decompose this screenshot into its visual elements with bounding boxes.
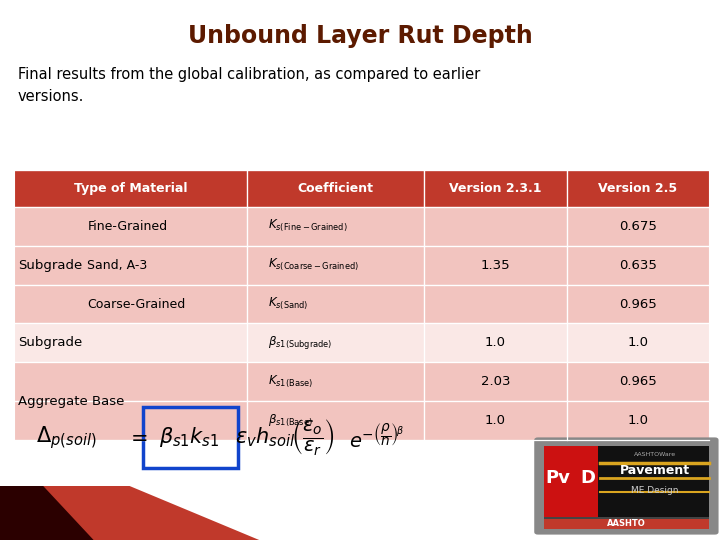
Text: 1.0: 1.0 — [628, 336, 649, 349]
Text: 1.0: 1.0 — [628, 414, 649, 427]
Text: AASHTOWare: AASHTOWare — [634, 451, 675, 457]
Bar — [14, 207, 247, 246]
Text: Version 2.5: Version 2.5 — [598, 182, 678, 195]
Bar — [424, 323, 567, 362]
Bar — [567, 401, 709, 440]
Text: $\Delta_{p(soil)}$: $\Delta_{p(soil)}$ — [36, 424, 96, 451]
Text: $\beta_{s1\mathregular{(Base)}}$: $\beta_{s1\mathregular{(Base)}}$ — [269, 413, 313, 429]
Bar — [247, 207, 424, 246]
Bar — [14, 323, 247, 362]
Bar — [544, 446, 598, 517]
Text: Aggregate Base: Aggregate Base — [18, 395, 125, 408]
Text: $\beta_{s1}k_{s1}$: $\beta_{s1}k_{s1}$ — [159, 426, 220, 449]
Text: $K_{s\mathregular{(Sand)}}$: $K_{s\mathregular{(Sand)}}$ — [269, 296, 309, 312]
Bar — [247, 323, 424, 362]
Bar — [424, 285, 567, 323]
Bar — [247, 285, 424, 323]
Text: Fine-Grained: Fine-Grained — [87, 220, 168, 233]
Text: Pv: Pv — [545, 469, 570, 487]
Text: $\left(\dfrac{\varepsilon_{o}}{\varepsilon_{r}}\right)$: $\left(\dfrac{\varepsilon_{o}}{\varepsil… — [291, 417, 336, 457]
Bar — [424, 170, 567, 207]
Bar — [247, 362, 424, 401]
Bar — [567, 323, 709, 362]
Text: $\beta_{s1\mathregular{(Subgrade)}}$: $\beta_{s1\mathregular{(Subgrade)}}$ — [269, 334, 333, 352]
Text: 0.675: 0.675 — [619, 220, 657, 233]
Text: Unbound Layer Rut Depth: Unbound Layer Rut Depth — [188, 24, 532, 48]
Bar — [14, 401, 247, 440]
Text: 0.635: 0.635 — [619, 259, 657, 272]
Bar — [424, 362, 567, 401]
Polygon shape — [0, 486, 94, 540]
Bar — [424, 207, 567, 246]
Bar — [567, 246, 709, 285]
Polygon shape — [0, 486, 259, 540]
Bar — [247, 401, 424, 440]
Text: Type of Material: Type of Material — [74, 182, 187, 195]
Bar — [544, 446, 709, 519]
Text: $\varepsilon_{v}h_{soil}$: $\varepsilon_{v}h_{soil}$ — [235, 426, 296, 449]
Bar — [247, 246, 424, 285]
Text: Coefficient: Coefficient — [298, 182, 374, 195]
Text: 1.0: 1.0 — [485, 414, 506, 427]
Text: $e^{-\left(\dfrac{\rho}{n}\right)^{\!\beta}}$: $e^{-\left(\dfrac{\rho}{n}\right)^{\!\be… — [349, 423, 405, 451]
Text: 1.35: 1.35 — [481, 259, 510, 272]
FancyBboxPatch shape — [534, 437, 719, 535]
Text: versions.: versions. — [18, 89, 84, 104]
Bar — [14, 362, 247, 401]
Text: Pavement: Pavement — [619, 464, 690, 477]
Text: Subgrade: Subgrade — [18, 259, 82, 272]
Text: D: D — [581, 469, 596, 487]
Bar — [544, 517, 709, 519]
Text: Sand, A-3: Sand, A-3 — [87, 259, 148, 272]
Bar — [14, 246, 247, 285]
Text: Subgrade: Subgrade — [18, 336, 82, 349]
Text: Version 2.3.1: Version 2.3.1 — [449, 182, 541, 195]
Text: AASHTO: AASHTO — [607, 519, 646, 528]
Text: 0.965: 0.965 — [619, 375, 657, 388]
Text: 1.0: 1.0 — [485, 336, 506, 349]
Bar — [424, 246, 567, 285]
Bar — [14, 170, 247, 207]
Bar — [424, 401, 567, 440]
Text: $K_{s\mathregular{(Fine-Grained)}}$: $K_{s\mathregular{(Fine-Grained)}}$ — [269, 218, 348, 234]
Text: Coarse-Grained: Coarse-Grained — [87, 298, 186, 310]
Text: $K_{s\mathregular{(Coarse-Grained)}}$: $K_{s\mathregular{(Coarse-Grained)}}$ — [269, 257, 359, 273]
Bar — [567, 362, 709, 401]
Text: $K_{s1\mathregular{(Base)}}$: $K_{s1\mathregular{(Base)}}$ — [269, 374, 313, 390]
Text: 0.965: 0.965 — [619, 298, 657, 310]
Text: $=$: $=$ — [126, 427, 148, 448]
Bar — [567, 207, 709, 246]
Bar — [567, 170, 709, 207]
Bar — [544, 517, 709, 529]
Bar — [247, 170, 424, 207]
Text: Final results from the global calibration, as compared to earlier: Final results from the global calibratio… — [18, 68, 480, 83]
Bar — [567, 285, 709, 323]
Text: 2.03: 2.03 — [481, 375, 510, 388]
Text: ME Design: ME Design — [631, 485, 678, 495]
Bar — [14, 285, 247, 323]
